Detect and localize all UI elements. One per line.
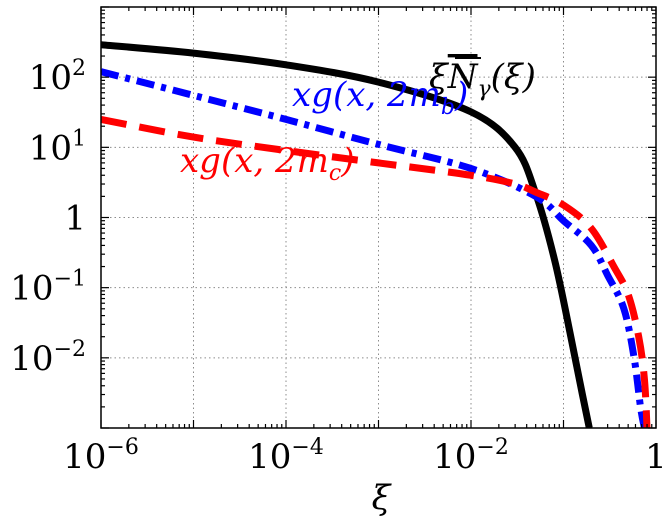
x-axis-title: ξ xyxy=(372,478,393,518)
y-tick-label: 101 xyxy=(29,126,86,168)
ticks xyxy=(100,6,657,429)
series-line-1 xyxy=(101,68,648,428)
grid xyxy=(101,7,656,428)
curve-label-2: xg(x, 2mc) xyxy=(180,141,354,186)
y-tick-label: 10−2 xyxy=(10,337,86,379)
curves xyxy=(101,41,651,428)
tick-labels: 10−6 10−4 10−2 1 10−2 10−1 1 101 102 xyxy=(10,56,664,477)
series-line-2 xyxy=(101,115,651,428)
x-tick-label: 10−6 xyxy=(63,435,139,477)
x-tick-label: 10−2 xyxy=(433,435,509,477)
series-line-0 xyxy=(101,41,593,428)
y-tick-label: 10−1 xyxy=(10,267,86,309)
x-tick-label: 10−4 xyxy=(248,435,324,477)
curve-label-0: ξNγ(ξ) xyxy=(429,57,536,102)
y-tick-label: 1 xyxy=(64,199,86,239)
curve-label-1: xg(x, 2mb) xyxy=(292,75,468,120)
curve-labels: ξNγ(ξ)xg(x, 2mb) xg(x, 2mc) xyxy=(180,57,536,186)
x-tick-label: 1 xyxy=(645,437,664,477)
y-tick-label: 102 xyxy=(29,56,86,98)
